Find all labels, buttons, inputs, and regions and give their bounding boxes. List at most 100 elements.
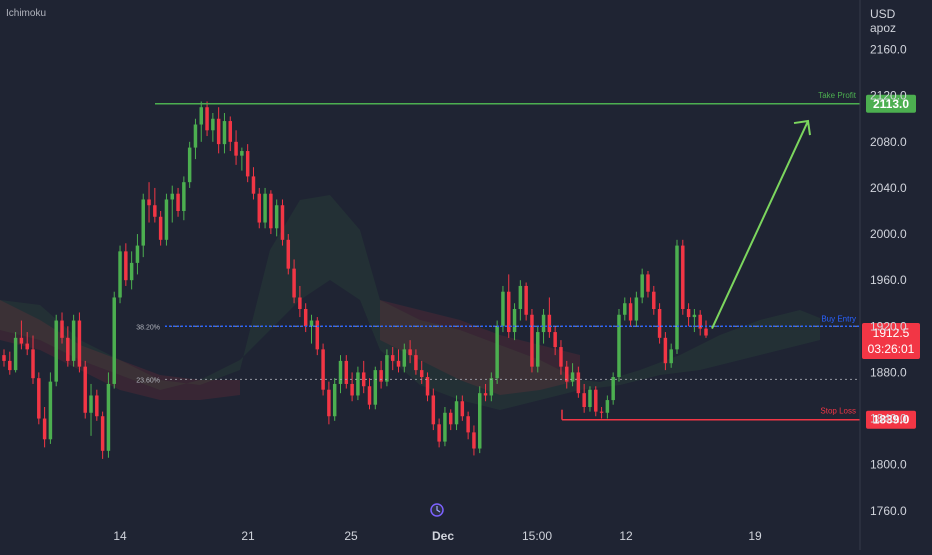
candle xyxy=(83,360,87,419)
candle-body xyxy=(19,337,24,344)
candle xyxy=(274,199,279,237)
candle xyxy=(460,395,465,421)
candle xyxy=(588,386,592,412)
candle xyxy=(199,101,203,142)
candle-body xyxy=(274,205,279,229)
candle-body xyxy=(675,245,679,350)
candle-body xyxy=(263,193,267,223)
candle-body xyxy=(570,372,575,382)
y-tick-label: 1920.0 xyxy=(870,319,907,333)
current-price-badge xyxy=(862,322,920,359)
candle-body xyxy=(13,337,18,371)
candle-body xyxy=(390,355,395,361)
candle-body xyxy=(187,147,192,183)
candle-body xyxy=(153,205,157,217)
candle xyxy=(489,372,494,402)
candle-body xyxy=(617,314,621,378)
stop-loss-price-badge xyxy=(866,410,916,429)
candle xyxy=(681,239,685,315)
candle-body xyxy=(460,401,465,417)
candle-body xyxy=(628,303,633,321)
candle-body xyxy=(623,303,627,315)
candle xyxy=(454,395,459,431)
candle xyxy=(66,326,70,367)
candle xyxy=(390,347,395,371)
candle-body xyxy=(95,395,99,417)
candle xyxy=(408,340,412,364)
candle xyxy=(147,182,151,223)
candle-body xyxy=(524,285,528,315)
candle xyxy=(559,340,563,375)
candle-body xyxy=(48,381,53,440)
candle-body xyxy=(106,383,111,451)
candle xyxy=(396,349,401,373)
candle-body xyxy=(100,416,105,451)
candle-body xyxy=(477,393,482,449)
candle xyxy=(356,366,360,401)
candle xyxy=(437,418,441,448)
candle xyxy=(54,314,58,387)
candle xyxy=(292,259,296,304)
candle xyxy=(245,144,250,183)
candle xyxy=(448,409,453,431)
cloud-bullish xyxy=(0,195,820,410)
candle xyxy=(216,107,221,154)
candle xyxy=(367,378,372,410)
candle-body xyxy=(419,370,424,378)
candle-body xyxy=(605,400,610,413)
candle xyxy=(89,383,93,436)
candle-body xyxy=(495,326,499,379)
candle xyxy=(594,386,598,417)
candle-body xyxy=(269,193,273,229)
take-profit-label: Take Profit xyxy=(818,91,857,100)
clock-icon[interactable] xyxy=(430,503,444,517)
candle-body xyxy=(646,274,650,292)
candle-body xyxy=(158,216,163,240)
candle xyxy=(228,116,233,152)
candle xyxy=(321,343,325,396)
candle-body xyxy=(234,141,238,156)
candle xyxy=(129,251,134,290)
candle-body xyxy=(657,309,662,338)
candle xyxy=(617,309,621,382)
candle-body xyxy=(118,251,122,298)
candle-body xyxy=(77,320,82,367)
candle-body xyxy=(518,285,523,310)
candle-body xyxy=(42,418,47,440)
x-tick-label: 12 xyxy=(619,529,633,543)
candle xyxy=(675,239,679,354)
x-tick-label: 19 xyxy=(748,529,762,543)
candle xyxy=(599,407,604,419)
candle-body xyxy=(228,121,233,142)
candle-body xyxy=(402,349,407,367)
candle-body xyxy=(611,377,615,401)
candle-body xyxy=(309,320,314,327)
candle xyxy=(193,118,198,160)
candle-body xyxy=(541,314,546,333)
candle xyxy=(315,317,320,356)
candle xyxy=(135,234,140,275)
candle-body xyxy=(321,349,325,390)
candle-body xyxy=(512,309,517,333)
candle-body xyxy=(599,411,604,413)
candle-body xyxy=(292,268,296,298)
candle xyxy=(60,312,64,344)
candle-body xyxy=(414,355,418,371)
candle-body xyxy=(332,383,337,417)
candle-body xyxy=(129,262,134,281)
y-tick-label: 2160.0 xyxy=(870,43,907,57)
candle-body xyxy=(547,314,552,333)
candle-body xyxy=(361,372,366,387)
candle xyxy=(112,291,116,389)
candle-body xyxy=(193,124,198,148)
take-profit-price-badge xyxy=(866,94,916,113)
candle xyxy=(628,297,633,327)
x-tick-label: 15:00 xyxy=(522,529,552,543)
indicator-label[interactable]: Ichimoku xyxy=(6,8,46,19)
candle xyxy=(663,332,668,371)
candle xyxy=(2,349,6,367)
candle xyxy=(402,343,407,373)
y-tick-label: 2080.0 xyxy=(870,135,907,149)
candle-body xyxy=(60,320,64,338)
